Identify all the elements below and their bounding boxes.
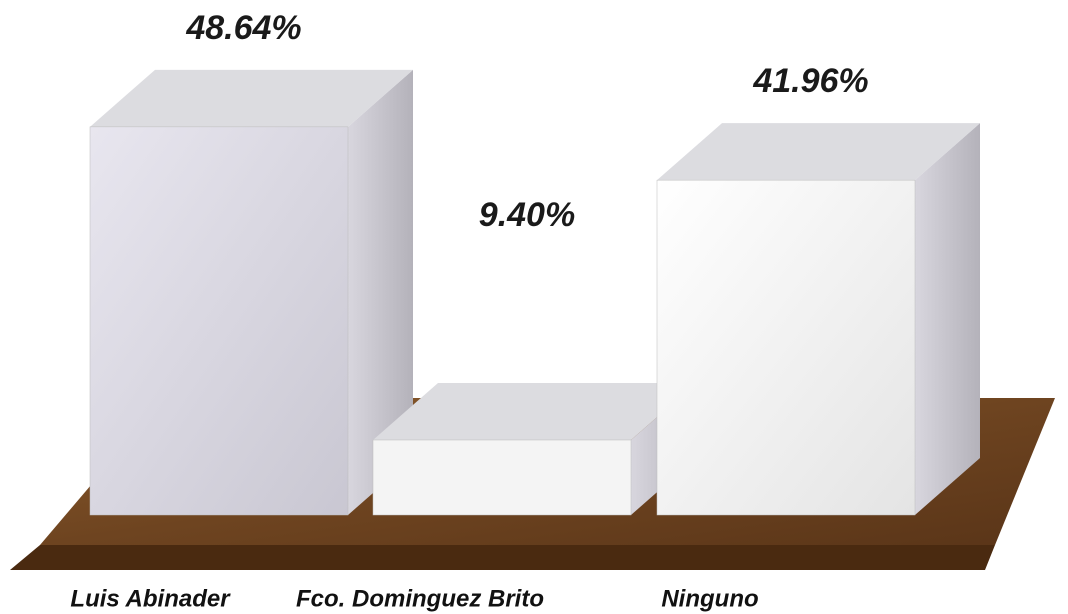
bar-top [90,69,413,127]
value-label: 48.64% [185,9,301,47]
value-label: 9.40% [479,196,575,234]
bar-3d [89,69,413,516]
bar-3d [372,382,696,516]
x-tick-label: Luis Abinader [70,585,231,612]
bars [89,69,980,516]
bar-top [657,123,980,181]
x-tick-label: Ninguno [661,585,758,612]
bar-side [348,69,413,516]
x-tick-label: Fco. Dominguez Brito [296,585,544,612]
bar [89,126,349,516]
bar-side [915,123,980,515]
bar-3d [656,123,980,516]
bar-top [373,382,696,440]
bar [372,439,632,516]
value-label: 41.96% [752,62,868,100]
bar [656,179,916,516]
